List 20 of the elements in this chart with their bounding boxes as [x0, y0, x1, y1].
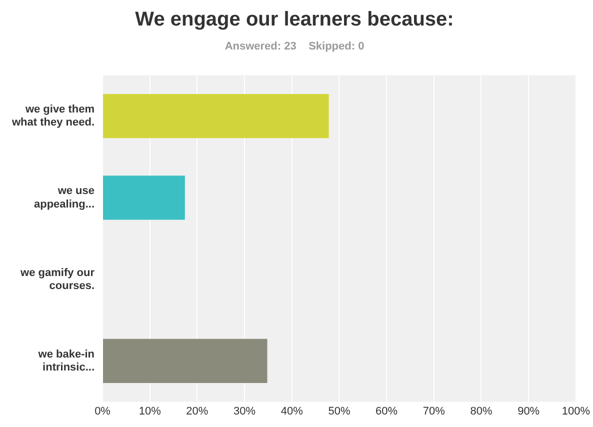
- y-tick-label: we gamify our courses.: [20, 266, 96, 292]
- bar: [103, 338, 268, 384]
- x-tick-label: 100%: [562, 405, 590, 418]
- x-tick-label: 0%: [94, 405, 111, 418]
- y-tick-label: we use appealing...: [34, 185, 95, 210]
- bar: [103, 94, 329, 138]
- x-tick-label: 10%: [138, 405, 162, 418]
- x-tick-label: 30%: [234, 405, 256, 418]
- x-tick-label: 90%: [518, 405, 540, 418]
- chart-title: We engage our learners because:: [135, 8, 454, 31]
- y-tick-label: we give them what they need.: [10, 103, 95, 129]
- x-tick-label: 20%: [186, 405, 208, 418]
- x-tick-label: 70%: [422, 405, 446, 418]
- y-tick-label: we bake-in intrinsic...: [37, 348, 95, 374]
- x-tick-label: 80%: [470, 405, 492, 418]
- x-tick-label: 50%: [328, 405, 350, 418]
- bar: [103, 176, 185, 220]
- chart-subtitle: Answered: 23 Skipped: 0: [224, 40, 364, 53]
- x-tick-label: 60%: [376, 405, 398, 418]
- x-tick-label: 40%: [280, 405, 304, 418]
